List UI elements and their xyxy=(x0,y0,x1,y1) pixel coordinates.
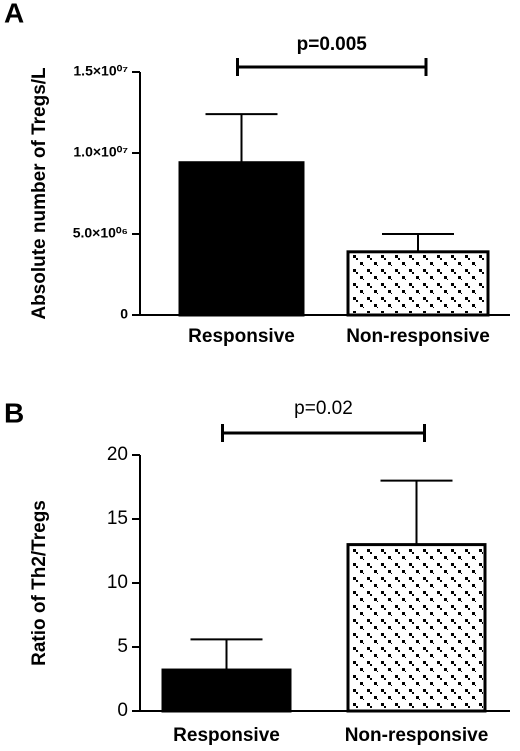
y-tick-label: 0 xyxy=(117,700,128,721)
y-tick-label: 1.0×10⁰⁷ xyxy=(73,144,128,160)
bar-pattern xyxy=(350,253,486,313)
x-tick-label: Non-responsive xyxy=(345,725,489,746)
y-axis-title: Absolute number of Tregs/L xyxy=(29,67,50,320)
panel-label: B xyxy=(4,397,24,428)
y-tick-label: 1.5×10⁰⁷ xyxy=(73,63,128,79)
bar xyxy=(161,668,292,713)
y-tick-label: 0 xyxy=(120,306,128,322)
y-tick-label: 15 xyxy=(107,508,128,529)
y-axis-title: Ratio of Th2/Tregs xyxy=(29,500,50,666)
y-tick-label: 5 xyxy=(117,636,128,657)
bar-pattern xyxy=(350,546,483,709)
x-tick-label: Non-responsive xyxy=(346,326,490,347)
p-value: p=0.02 xyxy=(294,398,353,419)
p-value: p=0.005 xyxy=(297,34,368,55)
panel-label: A xyxy=(4,0,24,28)
bar xyxy=(178,161,305,317)
x-tick-label: Responsive xyxy=(188,326,295,347)
y-tick-label: 10 xyxy=(107,572,128,593)
y-tick-label: 5.0×10⁰⁶ xyxy=(73,225,128,241)
x-tick-label: Responsive xyxy=(173,725,280,746)
y-tick-label: 20 xyxy=(107,444,128,465)
